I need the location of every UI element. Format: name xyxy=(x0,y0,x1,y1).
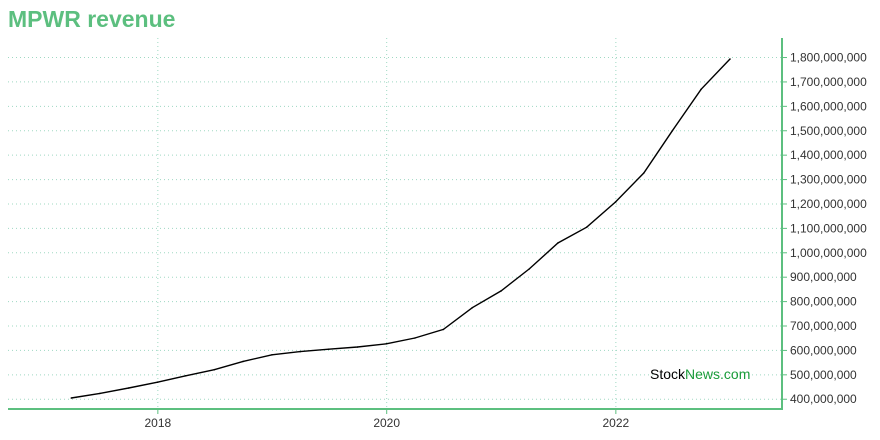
data-point xyxy=(442,328,445,331)
y-tick-label: 1,300,000,000 xyxy=(790,173,867,187)
y-tick-label: 1,100,000,000 xyxy=(790,221,867,235)
y-tick-label: 700,000,000 xyxy=(790,319,857,333)
data-point xyxy=(471,306,474,309)
data-point xyxy=(184,375,187,377)
data-point xyxy=(500,290,502,292)
data-point xyxy=(414,337,416,339)
x-tick-label: 2018 xyxy=(144,416,171,430)
y-tick-label: 1,600,000,000 xyxy=(790,99,867,113)
y-tick-label: 1,500,000,000 xyxy=(790,124,867,138)
data-point xyxy=(385,343,388,345)
y-tick-label: 1,400,000,000 xyxy=(790,148,867,162)
data-point xyxy=(614,201,617,203)
data-point xyxy=(271,354,273,356)
data-point xyxy=(213,368,216,371)
watermark-com: .com xyxy=(720,366,750,382)
data-point xyxy=(557,242,559,244)
y-tick-label: 1,200,000,000 xyxy=(790,197,867,211)
y-tick-label: 1,800,000,000 xyxy=(790,51,867,65)
y-tick-label: 1,000,000,000 xyxy=(790,246,867,260)
y-tick-label: 400,000,000 xyxy=(790,392,857,406)
watermark: StockNews.com xyxy=(650,366,750,382)
data-point xyxy=(729,58,731,60)
data-point xyxy=(299,350,302,353)
data-point xyxy=(671,130,674,132)
data-point xyxy=(70,397,73,399)
y-tick-labels: 400,000,000 500,000,000 600,000,000 700,000… xyxy=(782,51,867,406)
series-group xyxy=(70,58,731,399)
watermark-news: News xyxy=(685,366,720,382)
x-tick-labels: 2018 2020 2022 xyxy=(144,409,630,430)
data-point xyxy=(585,226,588,228)
x-tick-label: 2020 xyxy=(373,416,400,430)
y-tick-label: 600,000,000 xyxy=(790,343,857,357)
x-tick-label: 2022 xyxy=(603,416,630,430)
data-point xyxy=(327,348,330,351)
data-point xyxy=(700,88,702,91)
data-point xyxy=(643,172,645,174)
data-point xyxy=(156,381,159,384)
data-point xyxy=(127,387,130,389)
watermark-stock: Stock xyxy=(650,366,686,382)
chart-title: MPWR revenue xyxy=(8,6,176,32)
y-tick-label: 500,000,000 xyxy=(790,368,857,382)
revenue-line xyxy=(71,58,731,399)
data-point xyxy=(528,268,531,270)
data-point xyxy=(356,346,359,348)
y-tick-label: 900,000,000 xyxy=(790,270,857,284)
y-tick-label: 1,700,000,000 xyxy=(790,75,867,89)
data-point xyxy=(242,360,244,363)
grid xyxy=(8,38,782,409)
y-tick-label: 800,000,000 xyxy=(790,295,857,309)
data-point xyxy=(99,392,101,395)
